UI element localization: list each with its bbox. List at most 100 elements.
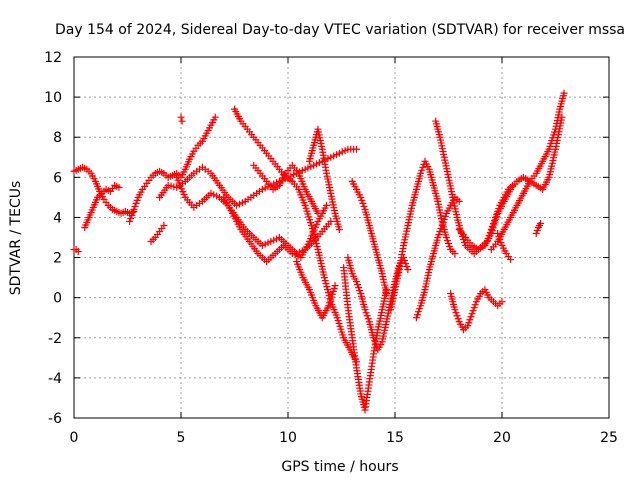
data-point — [468, 310, 476, 318]
data-point — [335, 225, 343, 233]
x-tick-label: 25 — [600, 430, 618, 446]
data-point-interp — [372, 340, 380, 348]
data-point-interp — [324, 289, 332, 297]
data-point — [361, 306, 369, 314]
data-series-group — [70, 89, 568, 414]
data-point-interp — [309, 227, 317, 235]
data-point-interp — [454, 315, 462, 323]
axis-ticks: 0 5 10 15 20 25 -6 -4 -2 0 2 4 6 8 10 12 — [44, 50, 618, 446]
data-point-interp — [356, 287, 364, 295]
data-point — [74, 248, 82, 256]
data-series-arc-20 — [447, 286, 506, 334]
data-point-interp — [465, 319, 473, 327]
data-point — [178, 117, 186, 125]
y-tick-label: -6 — [48, 411, 62, 427]
data-series-arc-12 — [305, 125, 343, 233]
y-tick-label: 2 — [53, 251, 62, 267]
data-point — [382, 290, 390, 298]
data-point-interp — [313, 243, 321, 251]
x-tick-label: 0 — [70, 430, 79, 446]
y-tick-label: -4 — [48, 371, 62, 387]
data-series-arc-23 — [494, 229, 515, 264]
data-point — [464, 322, 472, 330]
x-tick-label: 10 — [279, 430, 297, 446]
y-tick-label: 6 — [53, 170, 62, 186]
data-point — [115, 183, 123, 191]
data-point-interp — [466, 316, 474, 324]
data-point-interp — [469, 307, 477, 315]
data-series-arc-2 — [70, 163, 138, 217]
data-point-interp — [441, 212, 449, 220]
data-point — [537, 219, 545, 227]
chart-title: Day 154 of 2024, Sidereal Day-to-day VTE… — [55, 22, 625, 38]
data-point — [211, 113, 219, 121]
data-point-interp — [495, 232, 503, 240]
data-point-interp — [413, 311, 421, 319]
y-tick-label: -2 — [48, 331, 62, 347]
data-point-interp — [496, 236, 504, 244]
data-point-interp — [323, 283, 331, 291]
data-point — [498, 298, 506, 306]
data-series-arc-16 — [348, 177, 390, 298]
data-point-interp — [416, 305, 424, 313]
data-point — [352, 278, 360, 286]
data-point-interp — [446, 243, 454, 251]
data-point-interp — [131, 202, 139, 210]
y-tick-label: 12 — [44, 50, 62, 66]
data-point-interp — [418, 166, 426, 174]
data-point-interp — [362, 309, 370, 317]
data-series-arc-17 — [387, 157, 459, 314]
y-tick-label: 8 — [53, 130, 62, 146]
data-point-interp — [419, 163, 427, 171]
data-point-interp — [471, 301, 479, 309]
data-point-interp — [133, 196, 141, 204]
data-point-interp — [364, 315, 372, 323]
data-point — [532, 229, 540, 237]
data-point-interp — [470, 304, 478, 312]
data-point-interp — [497, 239, 505, 247]
y-axis-title: SDTVAR / TECUs — [8, 181, 24, 296]
data-point-interp — [403, 263, 411, 271]
data-point-interp — [359, 199, 367, 207]
data-point-interp — [533, 226, 541, 234]
plot-frame — [73, 56, 610, 419]
data-point — [352, 145, 360, 153]
data-series-arc-13 — [293, 258, 339, 322]
data-point-interp — [437, 224, 445, 232]
data-point-interp — [371, 337, 379, 345]
data-point-interp — [311, 234, 319, 241]
data-point — [308, 221, 316, 229]
data-point-interp — [129, 208, 137, 216]
data-point-interp — [358, 196, 366, 204]
data-point — [434, 234, 442, 241]
data-series-arc-8 — [177, 113, 186, 125]
y-tick-label: 4 — [53, 210, 62, 226]
data-series-arc-22 — [487, 89, 568, 254]
x-axis-title: GPS time / hours — [281, 459, 398, 475]
data-point-interp — [436, 227, 444, 235]
data-series-arc-11 — [250, 161, 322, 217]
data-point — [323, 201, 331, 209]
grid-lines — [74, 57, 609, 418]
data-point-interp — [310, 230, 318, 238]
data-point-interp — [363, 312, 371, 320]
data-point-interp — [308, 224, 316, 232]
data-point-interp — [452, 309, 460, 317]
y-tick-label: 10 — [44, 90, 62, 106]
data-series-arc-3 — [81, 181, 123, 231]
data-point — [451, 250, 459, 258]
data-point-interp — [322, 280, 330, 288]
data-series-arc-5 — [147, 221, 168, 246]
data-point — [560, 89, 568, 97]
y-tick-label: 0 — [53, 291, 62, 307]
data-point — [417, 169, 425, 177]
data-point — [507, 256, 515, 264]
data-series-arc-18 — [412, 193, 463, 322]
data-point-interp — [354, 281, 362, 289]
data-point — [327, 217, 335, 225]
data-point — [494, 229, 502, 237]
data-point — [357, 193, 365, 201]
data-point — [404, 266, 412, 274]
x-tick-label: 20 — [493, 430, 511, 446]
